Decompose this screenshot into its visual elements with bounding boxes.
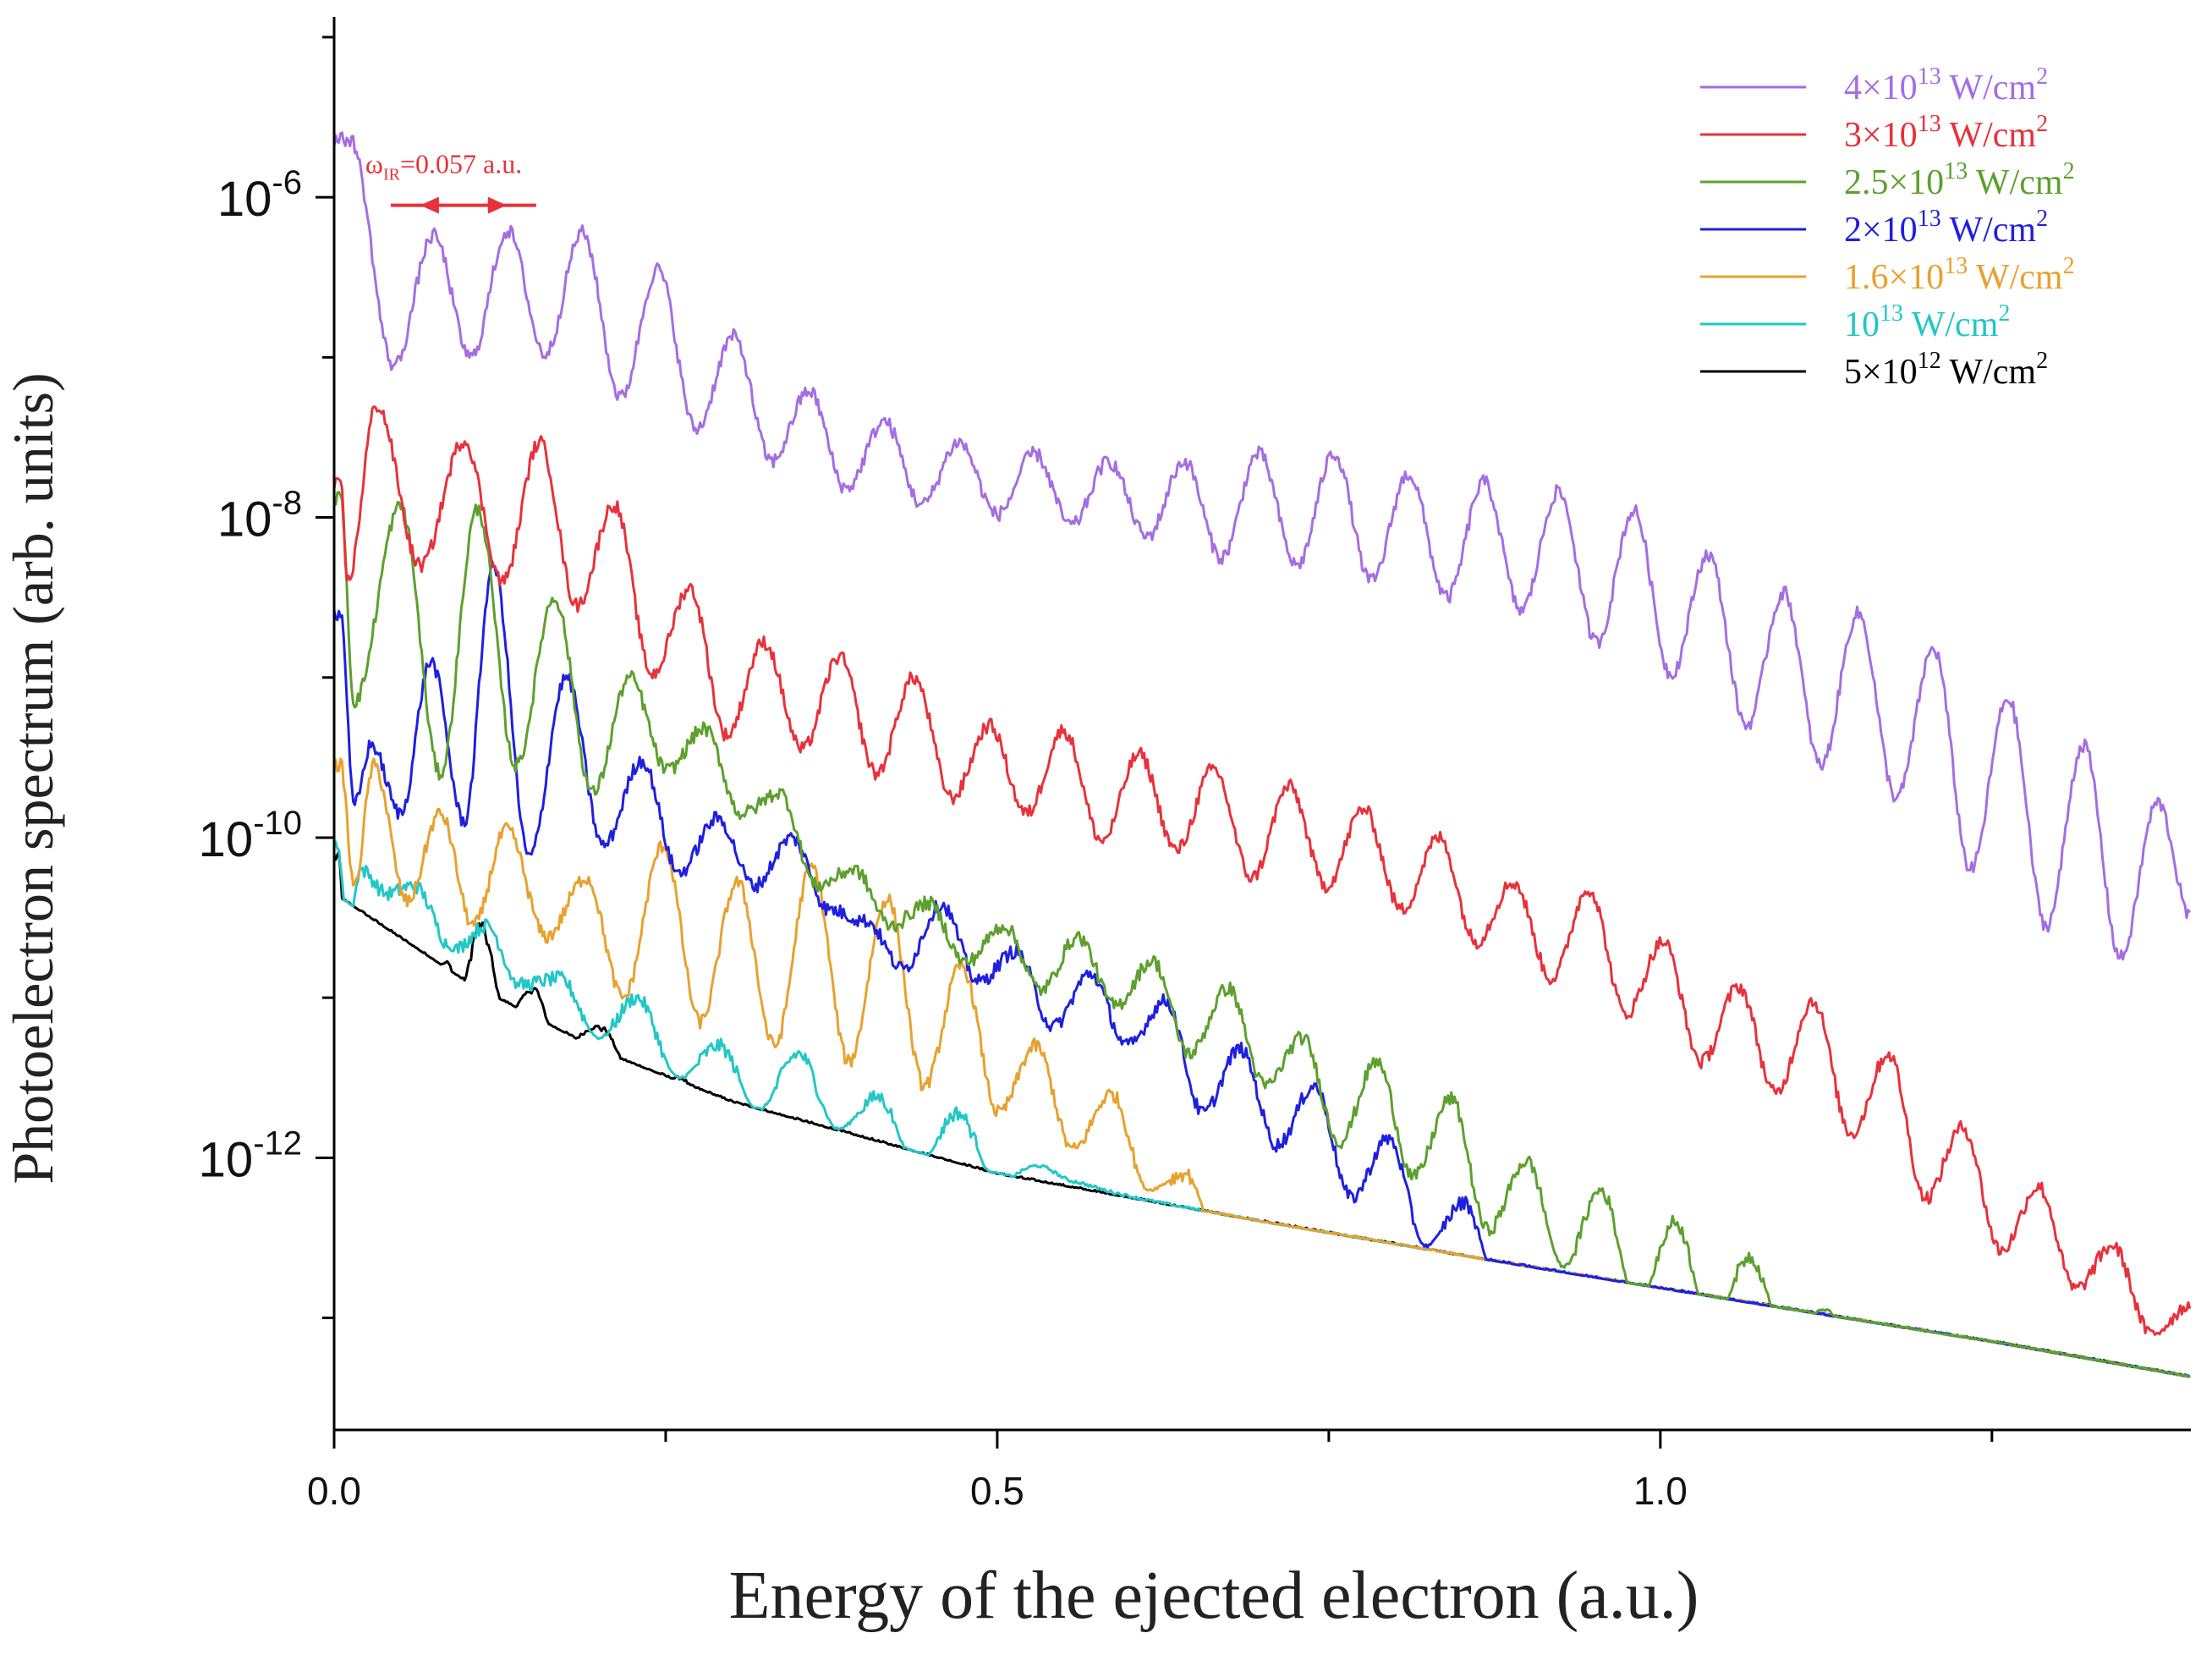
series-line-4 [332,757,2190,1378]
legend-unit-power: 2 [2036,206,2048,232]
y-axis-label: Photoelectron spectrum (arb. units) [1,372,65,1184]
legend-mantissa: 10 [1844,305,1880,344]
series-layer [332,131,2192,1378]
y-tick-base: 10 [199,812,254,867]
legend-exponent: 13 [1880,300,1903,327]
legend-mantissa: 4×10 [1844,69,1918,107]
legend-label: 2.5×1013 W/cm2 [1844,158,2075,202]
x-tick-label: 1.0 [1633,1469,1688,1513]
legend-mantissa: 3×10 [1844,116,1918,155]
legend-unit-power: 2 [1998,300,2010,327]
annotation-arrowhead-right [487,196,507,214]
y-tick-power: -12 [253,1124,302,1162]
legend-label: 1.6×1013 W/cm2 [1844,253,2075,297]
legend-label: 1013 W/cm2 [1844,300,2010,344]
legend-mantissa: 2×10 [1844,211,1918,250]
y-tick-label: 10-6 [217,164,302,227]
legend-exponent: 13 [1918,206,1941,232]
annotation-text: =0.057 a.u. [400,149,522,179]
legend-label: 4×1013 W/cm2 [1844,63,2048,107]
y-tick-base: 10 [217,492,272,547]
legend-exponent: 12 [1918,348,1941,374]
legend-unit: W/cm [1968,163,2063,202]
series-line-0 [332,131,2191,961]
y-tick-power: -6 [272,164,302,201]
legend-entry-3: 2×1013 W/cm2 [1700,206,2048,250]
series-line-1 [332,405,2192,1336]
legend-exponent: 13 [1944,158,1968,184]
frame-layer [332,17,2191,1432]
legend-unit: W/cm [1941,353,2037,392]
legend-unit-power: 2 [2063,253,2075,279]
legend-unit-power: 2 [2036,63,2048,90]
legend-unit-power: 2 [2036,348,2048,374]
legend-unit: W/cm [1903,305,1999,344]
legend-label: 5×1012 W/cm2 [1844,348,2048,392]
legend-exponent: 13 [1918,111,1941,137]
legend-entry-4: 1.6×1013 W/cm2 [1700,253,2075,297]
legend-mantissa: 1.6×10 [1844,258,1944,297]
legend-mantissa: 2.5×10 [1844,163,1944,202]
legend-mantissa: 5×10 [1844,353,1918,392]
annotation-subscript: IR [383,166,401,184]
legend-unit: W/cm [1941,211,2037,250]
series-line-2 [332,490,2190,1378]
annotation-arrowhead-left [420,196,439,214]
y-tick-label: 10-12 [199,1124,302,1187]
legend-unit: W/cm [1941,116,2037,155]
y-tick-base: 10 [199,1132,254,1187]
legend-entry-6: 5×1012 W/cm2 [1700,348,2048,392]
legend-entry-1: 3×1013 W/cm2 [1700,111,2048,155]
legend-unit-power: 2 [2063,158,2075,184]
y-tick-power: -10 [253,805,302,842]
x-tick-label: 0.0 [307,1469,361,1513]
legend-entry-5: 1013 W/cm2 [1700,300,2010,344]
annotation: ωIR=0.057 a.u. [365,149,536,214]
y-tick-power: -8 [272,485,302,522]
legend-entry-0: 4×1013 W/cm2 [1700,63,2048,107]
legend-label: 3×1013 W/cm2 [1844,111,2048,155]
y-tick-base: 10 [217,172,272,227]
legend-exponent: 13 [1944,253,1968,279]
annotation-symbol: ω [365,149,383,179]
annotation-label: ωIR=0.057 a.u. [365,149,522,184]
x-tick-label: 0.5 [970,1469,1024,1513]
legend-unit: W/cm [1941,69,2037,107]
y-tick-label: 10-10 [199,805,302,867]
legend-unit: W/cm [1968,258,2063,297]
legend-unit-power: 2 [2036,111,2048,137]
y-tick-label: 10-8 [217,485,302,547]
legend-entry-2: 2.5×1013 W/cm2 [1700,158,2075,202]
x-axis-label: Energy of the ejected electron (a.u.) [729,1559,1699,1633]
legend-exponent: 13 [1918,63,1941,90]
legend-label: 2×1013 W/cm2 [1844,206,2048,250]
